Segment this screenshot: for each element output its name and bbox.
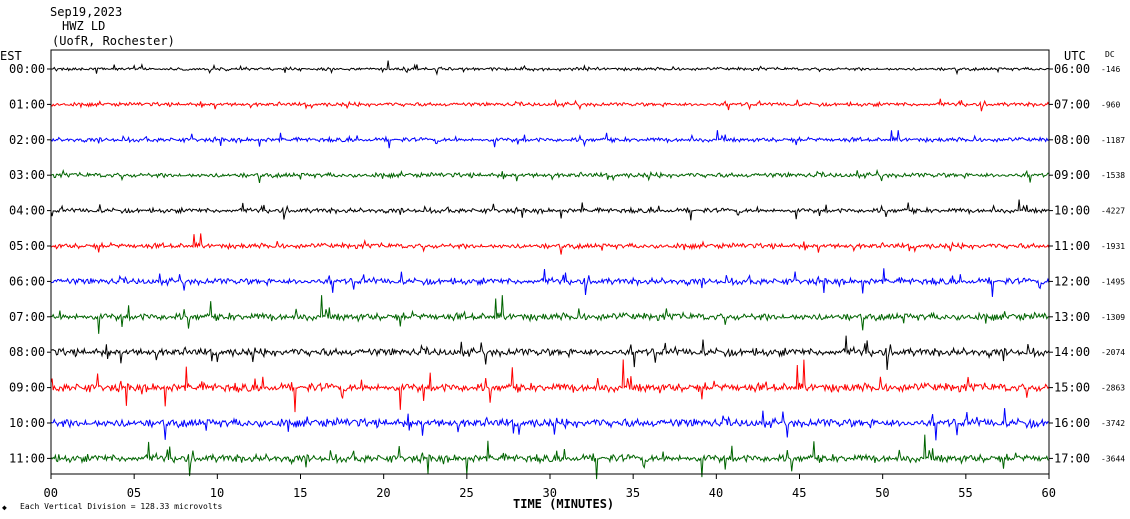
header-location: (UofR, Rochester) bbox=[52, 34, 175, 48]
row-label-layer: 00:00 06:00 -146 01:00 07:00 -960 02:00 08:00 -1… bbox=[9, 62, 1125, 465]
est-label: 08:00 bbox=[9, 345, 45, 359]
utc-label: 09:00 bbox=[1054, 168, 1090, 182]
x-tick-label: 40 bbox=[709, 486, 723, 500]
utc-label: 17:00 bbox=[1054, 451, 1090, 465]
trace-layer bbox=[50, 60, 1050, 480]
trace-1100 bbox=[50, 434, 1050, 480]
dc-value: -1931 bbox=[1101, 242, 1125, 251]
utc-label: 12:00 bbox=[1054, 274, 1090, 288]
dc-value: -1309 bbox=[1101, 313, 1125, 322]
x-tick-label: 05 bbox=[127, 486, 141, 500]
footer-mark-icon: ◆ bbox=[2, 503, 7, 512]
plot-frame bbox=[50, 49, 1050, 475]
x-tick-label: 30 bbox=[543, 486, 557, 500]
dc-value: -1538 bbox=[1101, 171, 1125, 180]
x-tick-label: 55 bbox=[958, 486, 972, 500]
trace-0800 bbox=[50, 335, 1050, 370]
utc-label: 10:00 bbox=[1054, 204, 1090, 218]
x-tick-label: 50 bbox=[875, 486, 889, 500]
trace-0100 bbox=[50, 98, 1050, 112]
est-label: 05:00 bbox=[9, 239, 45, 253]
dc-value: -2863 bbox=[1101, 384, 1125, 393]
x-tick-label: 35 bbox=[626, 486, 640, 500]
trace-0000 bbox=[50, 60, 1050, 76]
trace-0500 bbox=[50, 233, 1050, 255]
dc-label: DC bbox=[1105, 50, 1115, 59]
x-axis-title: TIME (MINUTES) bbox=[513, 497, 614, 511]
utc-label: 06:00 bbox=[1054, 62, 1090, 76]
dc-value: -1187 bbox=[1101, 136, 1125, 145]
est-label: 04:00 bbox=[9, 204, 45, 218]
est-label: 11:00 bbox=[9, 451, 45, 465]
utc-label: 14:00 bbox=[1054, 345, 1090, 359]
est-label: 07:00 bbox=[9, 310, 45, 324]
utc-label: 16:00 bbox=[1054, 416, 1090, 430]
footer-scale-note: Each Vertical Division = 128.33 microvol… bbox=[20, 502, 222, 511]
x-tick-label: 20 bbox=[376, 486, 390, 500]
x-tick-layer: 00 05 10 15 20 25 30 35 40 45 50 55 60 bbox=[44, 474, 1056, 500]
dc-value: -3644 bbox=[1101, 454, 1125, 463]
utc-label: 11:00 bbox=[1054, 239, 1090, 253]
utc-label: 08:00 bbox=[1054, 133, 1090, 147]
trace-0600 bbox=[50, 268, 1050, 297]
header-station: HWZ LD bbox=[62, 19, 105, 33]
utc-label: 15:00 bbox=[1054, 381, 1090, 395]
left-timezone-label: EST bbox=[0, 49, 22, 63]
header-date: Sep19,2023 bbox=[50, 5, 122, 19]
est-label: 10:00 bbox=[9, 416, 45, 430]
dc-value: -2074 bbox=[1101, 348, 1125, 357]
utc-label: 07:00 bbox=[1054, 97, 1090, 111]
x-tick-label: 60 bbox=[1042, 486, 1056, 500]
trace-0200 bbox=[50, 130, 1050, 149]
est-label: 06:00 bbox=[9, 274, 45, 288]
est-label: 01:00 bbox=[9, 97, 45, 111]
x-tick-label: 15 bbox=[293, 486, 307, 500]
trace-1000 bbox=[50, 408, 1050, 441]
trace-0900 bbox=[50, 359, 1050, 413]
dc-value: -3742 bbox=[1101, 419, 1125, 428]
trace-0300 bbox=[50, 168, 1050, 183]
trace-0700 bbox=[50, 295, 1050, 334]
x-tick-label: 10 bbox=[210, 486, 224, 500]
dc-value: -960 bbox=[1101, 100, 1120, 109]
dc-value: -146 bbox=[1101, 65, 1120, 74]
est-label: 09:00 bbox=[9, 381, 45, 395]
utc-label: 13:00 bbox=[1054, 310, 1090, 324]
dc-value: -4227 bbox=[1101, 207, 1125, 216]
est-label: 03:00 bbox=[9, 168, 45, 182]
dc-value: -1495 bbox=[1101, 277, 1125, 286]
x-tick-label: 45 bbox=[792, 486, 806, 500]
est-label: 02:00 bbox=[9, 133, 45, 147]
est-label: 00:00 bbox=[9, 62, 45, 76]
x-tick-label: 00 bbox=[44, 486, 58, 500]
x-tick-label: 25 bbox=[459, 486, 473, 500]
right-timezone-label: UTC bbox=[1064, 49, 1086, 63]
trace-0400 bbox=[50, 199, 1050, 221]
